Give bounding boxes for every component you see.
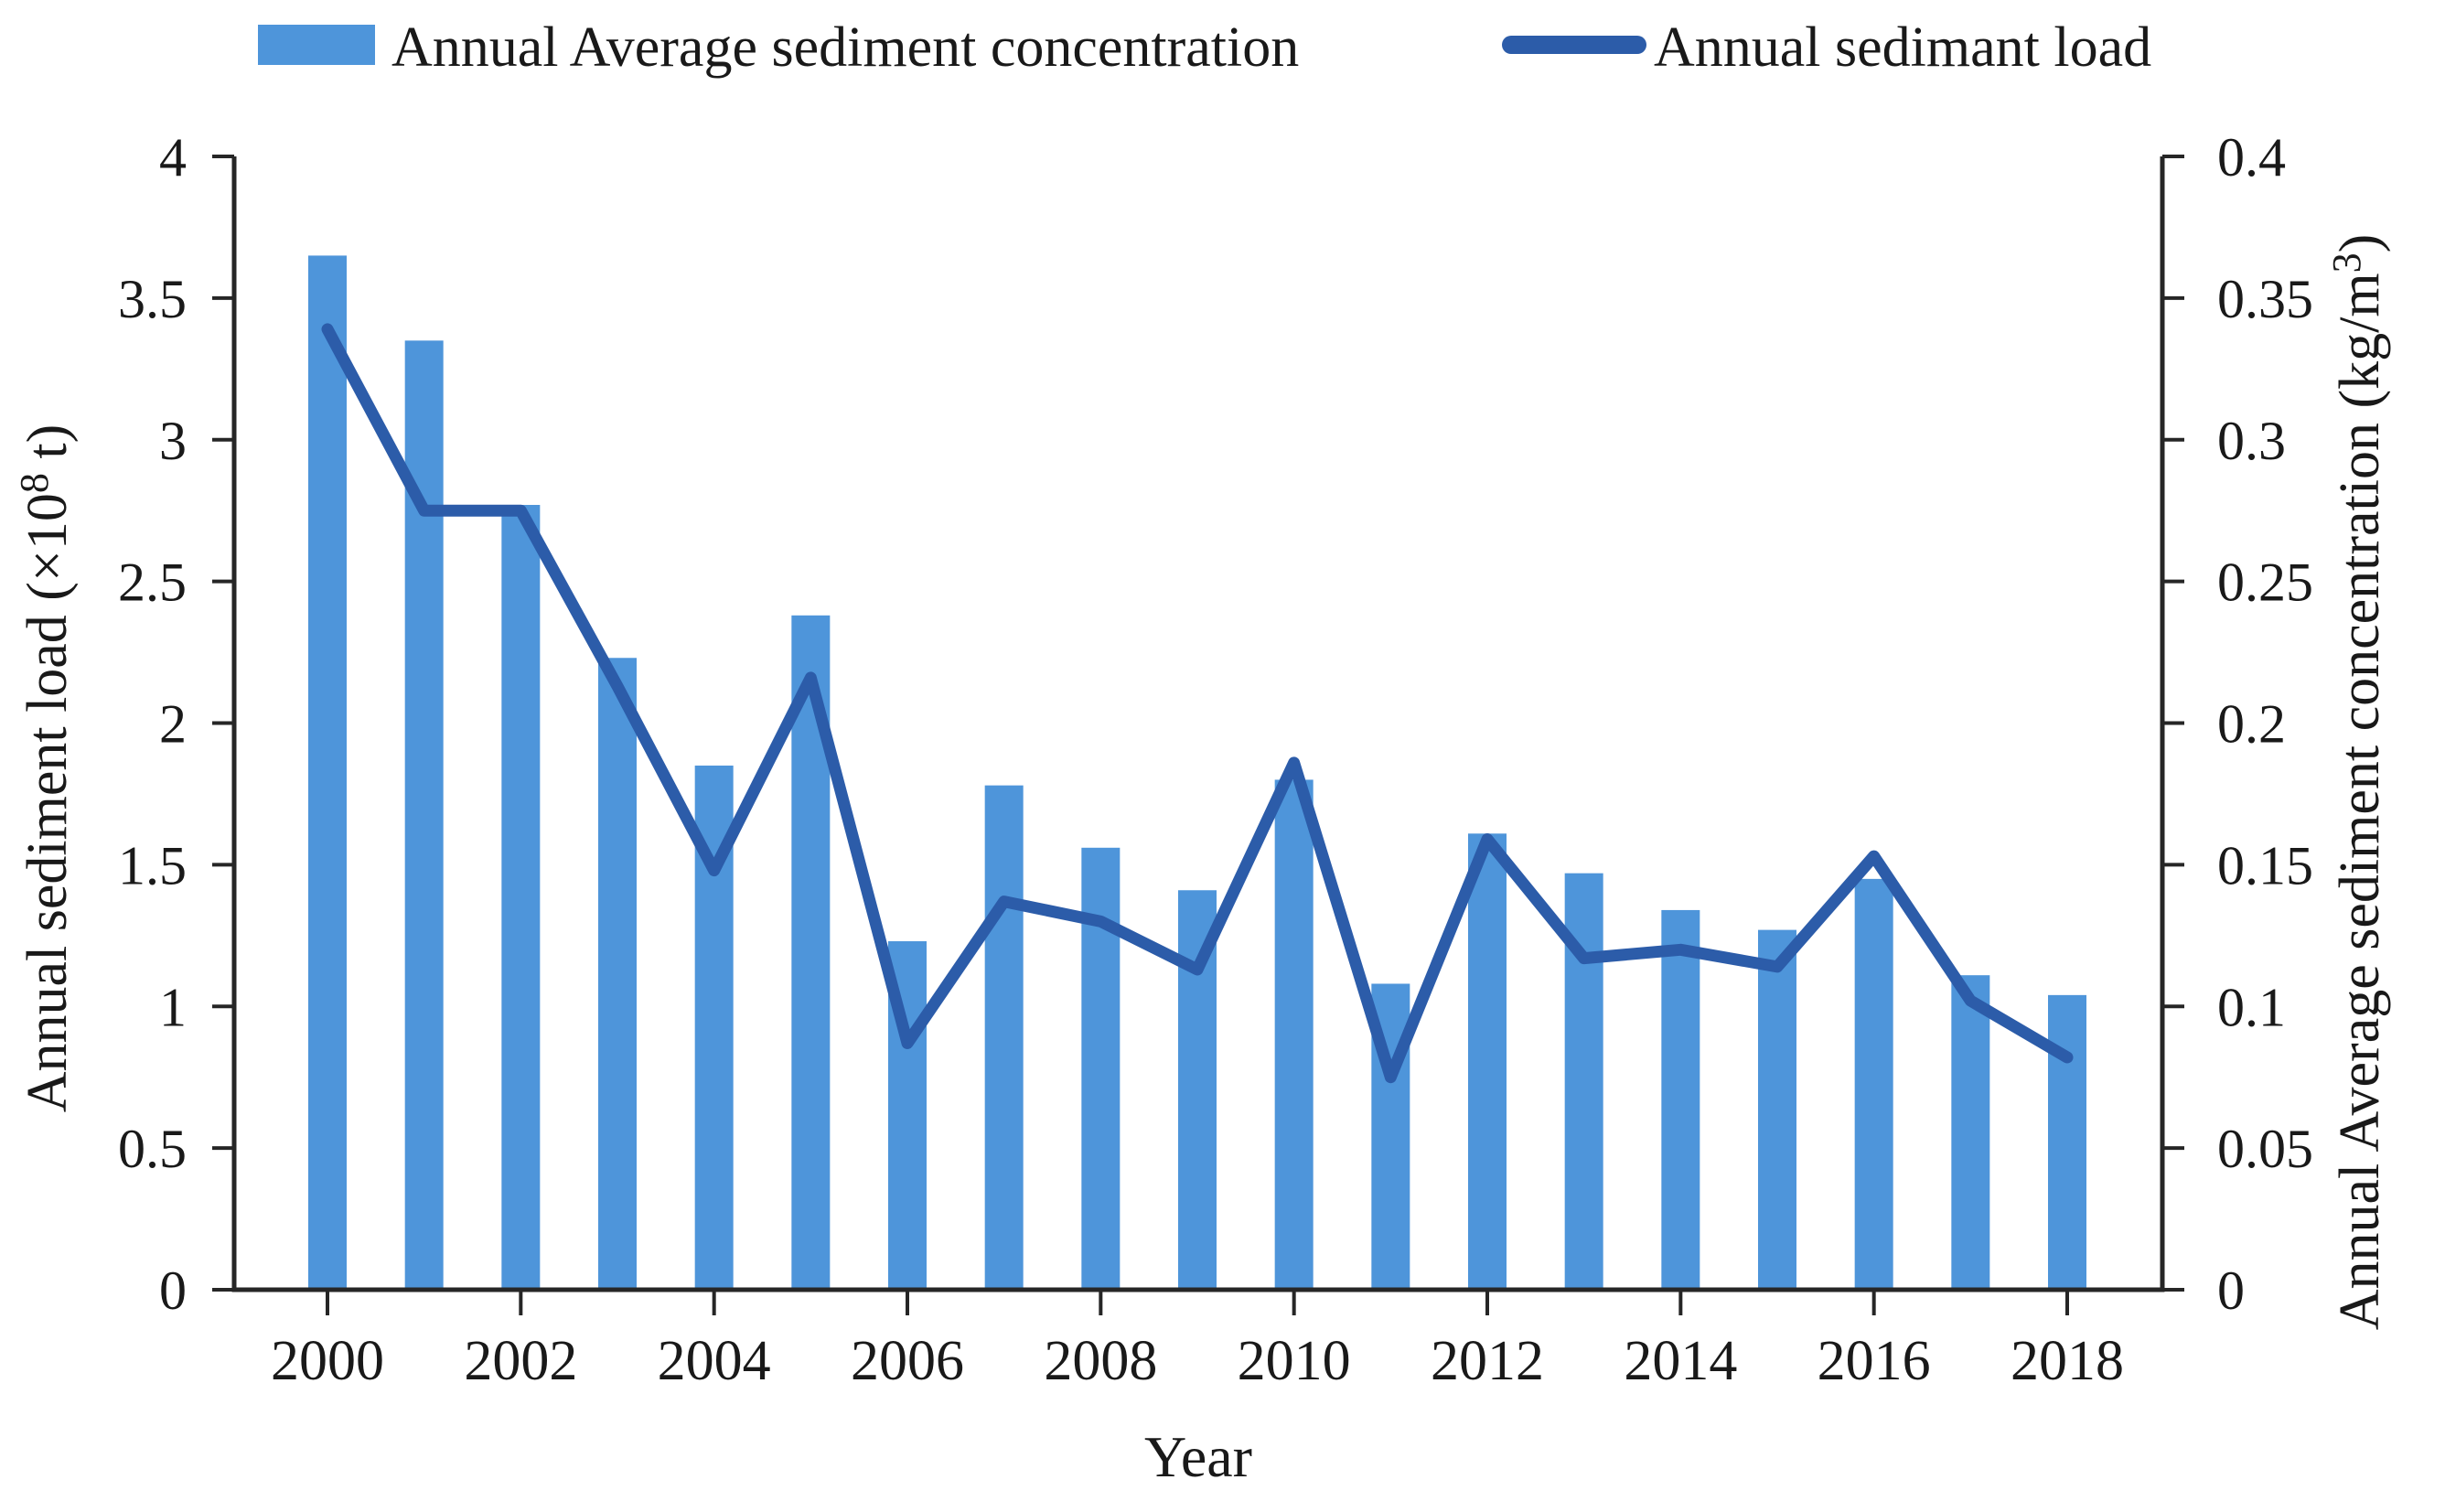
left-tick-label: 3.5	[118, 269, 187, 329]
bar-2002	[501, 504, 541, 1290]
x-axis-title: Year	[1144, 1424, 1252, 1489]
right-tick-label: 0.25	[2217, 552, 2313, 613]
right-tick-label: 0.4	[2217, 127, 2286, 188]
bar-2018	[2048, 994, 2086, 1290]
bar-2000	[308, 255, 347, 1291]
axes	[212, 155, 2184, 1315]
right-tick-label: 0.15	[2217, 835, 2313, 895]
legend: Annual Average sediment concentration An…	[258, 16, 2151, 79]
right-tick-label: 0.3	[2217, 411, 2286, 471]
right-tick-label: 0.05	[2217, 1119, 2313, 1179]
legend-label-concentration: Annual Average sediment concentration	[391, 16, 1299, 79]
left-tick-label: 1.5	[118, 835, 187, 895]
concentration-line	[321, 323, 2074, 1084]
left-tick-label: 2.5	[118, 552, 187, 613]
left-tick-label: 2	[159, 694, 187, 755]
x-tick-label: 2008	[1044, 1330, 1157, 1392]
right-tick-label: 0	[2217, 1260, 2245, 1321]
x-tick-label: 2006	[851, 1330, 964, 1392]
left-tick-label: 0	[159, 1260, 187, 1321]
bar-2007	[984, 785, 1024, 1290]
bar-2016	[1854, 878, 1893, 1290]
bar-2003	[598, 658, 637, 1290]
x-tick-label: 2018	[2011, 1330, 2124, 1392]
x-tick-label: 2014	[1624, 1330, 1737, 1392]
x-tick-label: 2002	[464, 1330, 577, 1392]
bar-2017	[1951, 975, 1990, 1290]
bar-2015	[1758, 929, 1796, 1290]
bar-2012	[1468, 833, 1507, 1290]
left-tick-label: 0.5	[118, 1119, 187, 1179]
x-tick-label: 2010	[1238, 1330, 1351, 1392]
legend-bar-swatch-icon	[258, 25, 375, 65]
bar-series	[308, 255, 2086, 1291]
right-tick-label: 0.2	[2217, 694, 2286, 755]
bar-2014	[1661, 909, 1700, 1290]
bar-2010	[1274, 779, 1314, 1290]
left-tick-label: 3	[159, 411, 187, 471]
x-tick-label: 2012	[1431, 1330, 1544, 1392]
axis-labels: 4 0.4 3.5 0.35 3 0.3 2.5 0.25 2 0.2 1.5 0.15 1 0.1 0.5…	[12, 127, 2391, 1392]
left-tick-label: 1	[159, 977, 187, 1037]
right-tick-label: 0.1	[2217, 977, 2286, 1037]
legend-label-load: Annual sedimant load	[1654, 16, 2151, 79]
x-tick-label: 2004	[658, 1330, 771, 1392]
left-tick-label: 4	[159, 127, 187, 188]
line-series	[321, 323, 2074, 1084]
left-axis-title: Annual sediment load (×108 t)	[12, 424, 79, 1113]
x-tick-label: 2016	[1818, 1330, 1931, 1392]
x-tick-label: 2000	[271, 1330, 384, 1392]
right-axis-title: Annual Average sediment concentration (k…	[2324, 234, 2391, 1330]
right-tick-label: 0.35	[2217, 269, 2313, 329]
